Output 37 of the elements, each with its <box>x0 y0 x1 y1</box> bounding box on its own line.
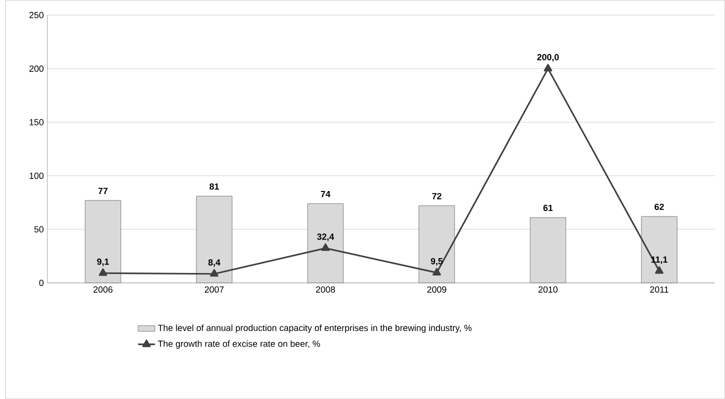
bar <box>196 196 232 284</box>
x-tick-label: 2010 <box>538 286 558 293</box>
point <box>321 243 330 251</box>
data-label: 77 <box>98 188 108 194</box>
bar <box>418 205 455 284</box>
bar <box>530 217 566 284</box>
bar <box>84 200 122 284</box>
point <box>98 268 108 276</box>
y-tick-label: 200 <box>29 65 44 72</box>
data-label: 9,5 <box>430 258 443 266</box>
legend-label: The level of annual production capacity of enterprises in the brewing industry, % <box>158 324 472 333</box>
point <box>210 269 218 277</box>
data-label: 72 <box>432 193 442 200</box>
x-tick-label: 2009 <box>427 286 446 293</box>
x-tick-label: 2011 <box>650 286 668 293</box>
data-label: 9,1 <box>97 258 109 266</box>
x-tick-label: 2006 <box>94 286 112 293</box>
data-label: 74 <box>320 190 330 198</box>
y-tick-label: 250 <box>29 12 44 18</box>
data-label: 200,0 <box>537 54 559 62</box>
data-label: 62 <box>654 204 664 210</box>
legend-label: The growth rate of excise rate on beer, % <box>158 340 320 349</box>
data-label: 8,4 <box>208 259 220 267</box>
data-label: 61 <box>543 204 553 212</box>
x-tick-label: 2007 <box>204 286 224 293</box>
bar <box>307 203 344 284</box>
y-tick-label: 50 <box>34 226 44 232</box>
data-label: 81 <box>210 183 219 190</box>
x-tick-label: 2008 <box>316 286 335 293</box>
bar <box>641 216 678 284</box>
y-tick-label: 0 <box>39 280 44 286</box>
y-tick-label: 100 <box>30 172 44 179</box>
point <box>432 268 441 276</box>
y-tick-label: 150 <box>30 118 44 126</box>
data-label: 32,4 <box>317 233 334 242</box>
point <box>544 64 552 72</box>
point <box>655 266 664 274</box>
